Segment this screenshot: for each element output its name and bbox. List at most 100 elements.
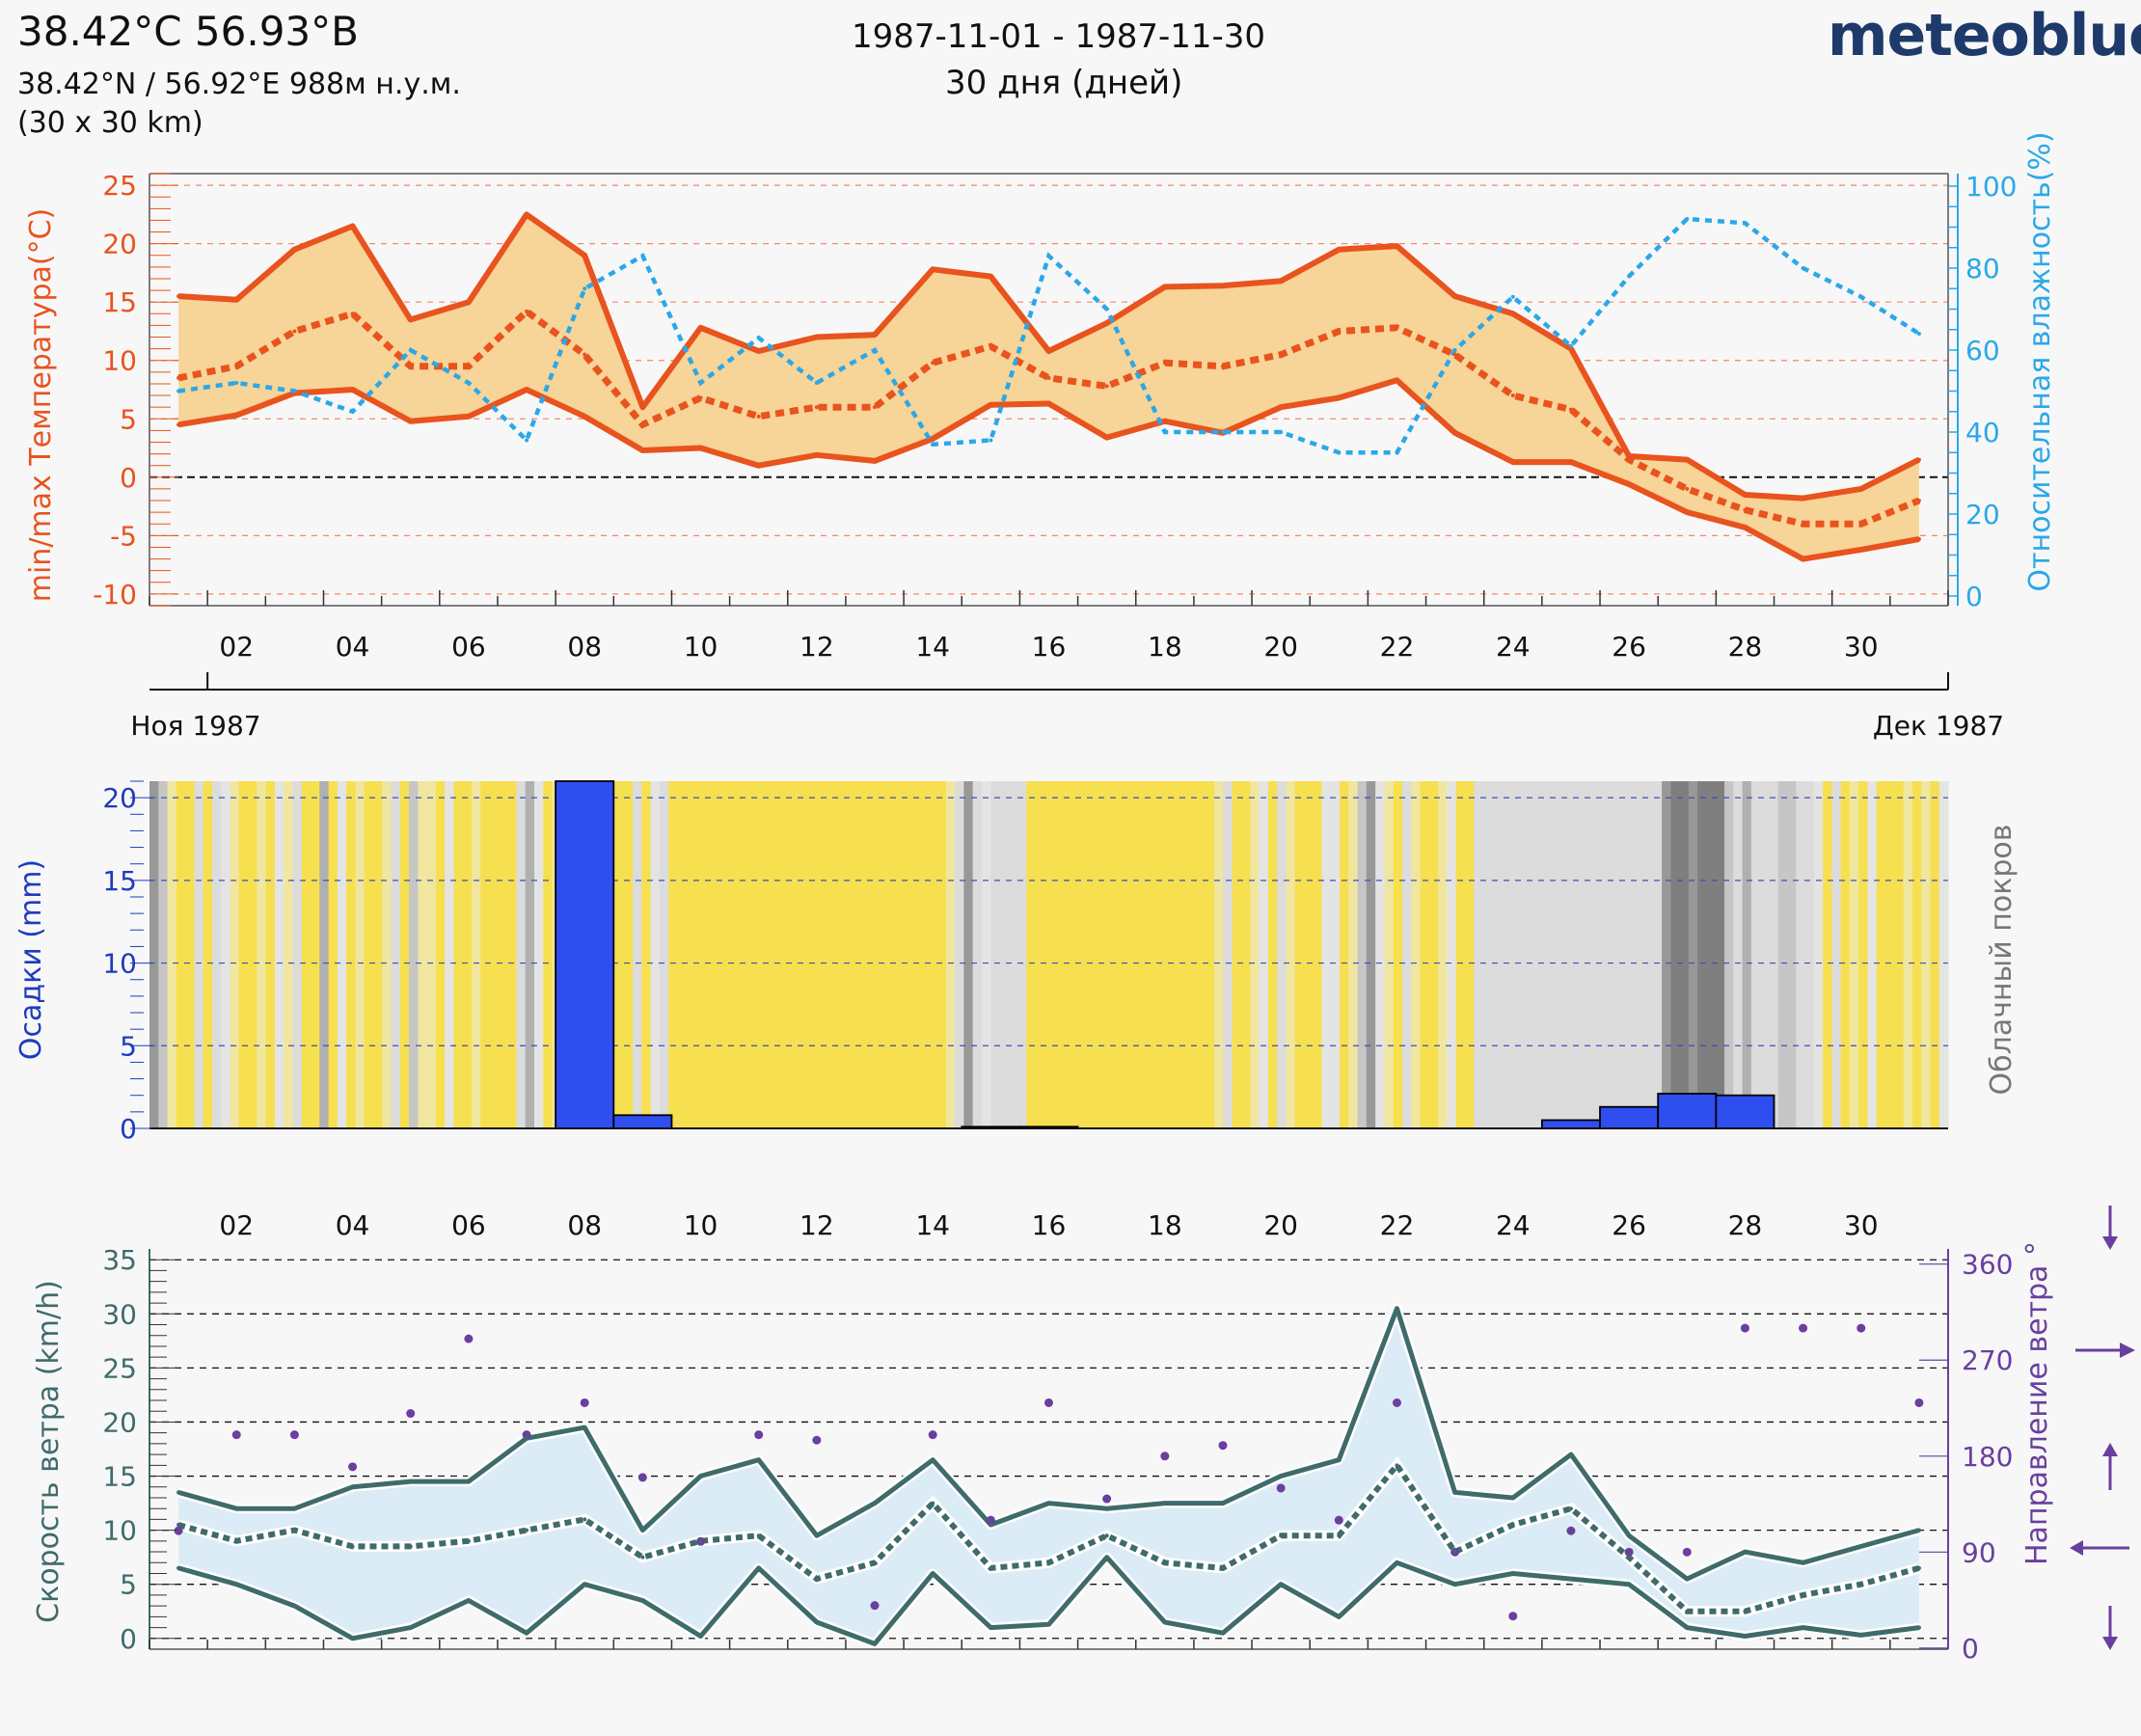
precip-bar [555, 780, 615, 1129]
precip-tick-label: 5 [120, 1030, 137, 1062]
meteoblue-logo[interactable]: meteoblue [1828, 2, 2141, 69]
cloud-cover-strip [757, 781, 768, 1128]
cloud-cover-strip [516, 781, 527, 1128]
cloud-cover-strip [731, 781, 741, 1128]
mean-wind-point [466, 1538, 471, 1543]
max-temp-point [1568, 346, 1573, 351]
cloud-cover-strip [1750, 781, 1761, 1128]
cloud-cover-strip [713, 781, 723, 1128]
cloud-cover-strip [882, 781, 893, 1128]
max-wind-point [583, 1425, 587, 1430]
cloud-cover-strip [1348, 781, 1359, 1128]
day-tick-label: 14 [915, 631, 950, 663]
mean-wind-point [1337, 1533, 1342, 1538]
wind-tick-label: 5 [120, 1569, 137, 1601]
max-wind-point [873, 1501, 878, 1505]
cloud-cover-strip [1894, 781, 1905, 1128]
arrow-east-head [2070, 1540, 2083, 1556]
humidity-point [1452, 348, 1457, 352]
cloud-cover-strip [1357, 781, 1368, 1128]
mean-wind-point [1916, 1565, 1921, 1570]
cloud-cover-strip [1116, 781, 1125, 1128]
min-wind-point [466, 1598, 471, 1603]
max-wind-point [698, 1474, 703, 1478]
min-temp-point [1162, 419, 1167, 423]
humidity-point [1510, 294, 1515, 299]
mean-wind-point [1801, 1592, 1805, 1597]
max-temp-point [1627, 454, 1632, 459]
humidity-point [640, 254, 645, 258]
day-tick-label: 04 [336, 631, 370, 663]
cloud-cover-strip [686, 781, 696, 1128]
humidity-point [583, 286, 587, 291]
wind-direction-point [870, 1601, 880, 1611]
max-temp-point [1395, 244, 1399, 249]
cloud-cover-strip [721, 781, 732, 1128]
cloud-cover-strip [543, 781, 554, 1128]
wind-direction-point [1334, 1515, 1343, 1525]
mean-wind-point [698, 1538, 703, 1543]
max-temp-point [1858, 486, 1863, 491]
direction-tick-label: 180 [1962, 1441, 2013, 1473]
humidity-point [1220, 430, 1225, 434]
cloud-cover-strip [1688, 781, 1698, 1128]
humidity-point [525, 438, 529, 443]
max-temp-point [873, 333, 878, 338]
cloud-cover-strip [435, 781, 446, 1128]
mean-wind-point [814, 1577, 819, 1582]
cloud-cover-strip [1554, 781, 1564, 1128]
temp-tick-label: 5 [120, 403, 137, 435]
cloud-cover-strip [149, 781, 159, 1128]
mean-temp-point [698, 395, 703, 400]
cloud-cover-strip [1849, 781, 1859, 1128]
cloud-cover-strip [301, 781, 312, 1128]
cloud-cover-strip [1402, 781, 1412, 1128]
cloud-cover-strip [918, 781, 929, 1128]
min-temp-point [1452, 430, 1457, 435]
cloud-cover-strip [1160, 781, 1171, 1128]
cloud-cover-strip [1518, 781, 1529, 1128]
temp-tick-label: 20 [102, 229, 137, 260]
min-wind-point [583, 1582, 587, 1587]
mean-temp-point [1801, 522, 1805, 527]
cloud-cover-strip [194, 781, 204, 1128]
cloud-cover-strip [838, 781, 849, 1128]
cloud-cover-strip [1375, 781, 1386, 1128]
min-wind-point [1916, 1625, 1921, 1630]
wind-direction-point [464, 1334, 474, 1343]
min-temp-point [873, 458, 878, 463]
cloud-cover-strip [1527, 781, 1537, 1128]
min-wind-point [408, 1625, 413, 1630]
max-temp-point [466, 300, 471, 305]
cloud-cover-strip [794, 781, 803, 1128]
cloud-cover-strip [1724, 781, 1734, 1128]
wind-direction-point [1160, 1451, 1170, 1461]
max-temp-point [698, 325, 703, 330]
max-wind-point [1510, 1495, 1515, 1500]
cloud-cover-strip [319, 781, 330, 1128]
wind-day-tick-label: 04 [336, 1209, 370, 1241]
cloud-cover-strip [409, 781, 419, 1128]
cloud-cover-strip [1876, 781, 1886, 1128]
arrow-west-head [2120, 1343, 2135, 1358]
mean-wind-point [1395, 1463, 1399, 1468]
cloud-cover-strip [167, 781, 177, 1128]
humidity-tick-label: 60 [1965, 335, 2000, 366]
min-wind-point [1279, 1582, 1284, 1587]
cloud-cover-strip [1662, 781, 1671, 1128]
cloud-cover-strip [1089, 781, 1099, 1128]
cloud-cover-strip [677, 781, 688, 1128]
cloud-cover-strip [1366, 781, 1376, 1128]
max-temp-point [1279, 279, 1284, 284]
mean-temp-point [814, 405, 819, 410]
cloud-cover-strip [874, 781, 884, 1128]
max-temp-point [1104, 320, 1109, 325]
max-temp-point [408, 317, 413, 322]
cloud-cover-strip [211, 781, 222, 1128]
humidity-point [350, 409, 355, 414]
day-tick-label: 24 [1496, 631, 1531, 663]
humidity-point [1858, 294, 1863, 299]
cloud-cover-strip [1572, 781, 1583, 1128]
max-wind-point [234, 1506, 239, 1511]
